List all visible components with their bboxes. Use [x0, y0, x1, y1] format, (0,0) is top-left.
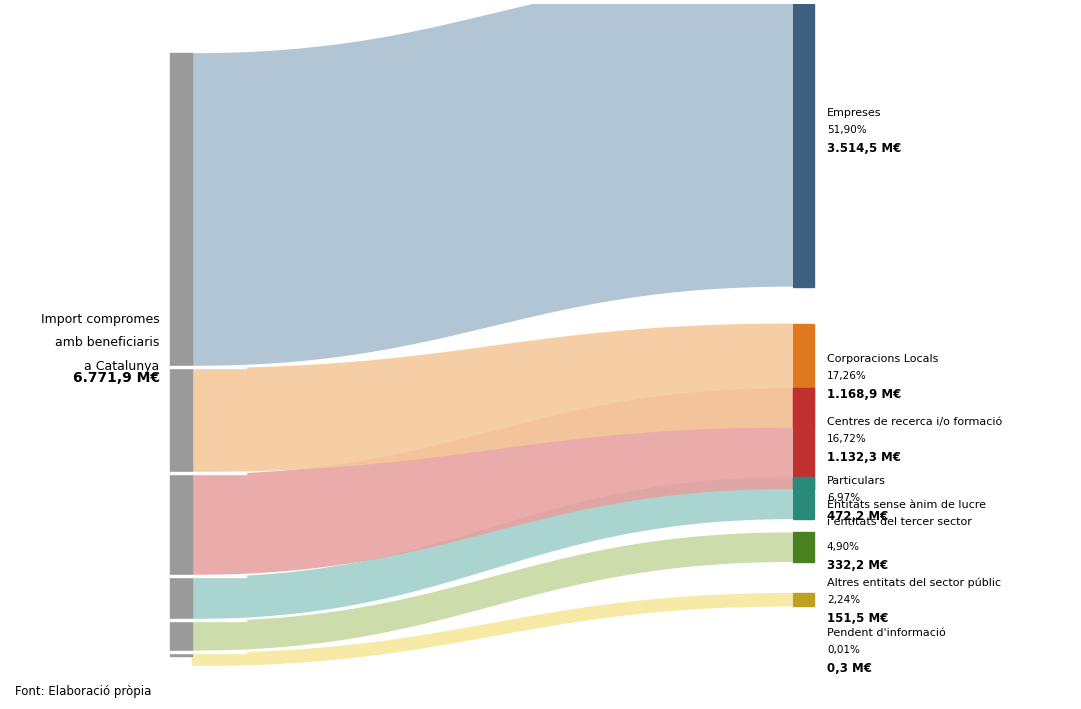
Text: 1.132,3 M€: 1.132,3 M€ — [827, 451, 900, 464]
Text: 0,3 M€: 0,3 M€ — [827, 662, 871, 675]
Text: 4,90%: 4,90% — [827, 542, 859, 552]
Bar — [192, 619, 245, 621]
Text: 1.168,9 M€: 1.168,9 M€ — [827, 388, 902, 401]
Bar — [170, 575, 192, 577]
Text: Altres entitats del sector públic: Altres entitats del sector públic — [827, 578, 1001, 588]
Text: 16,72%: 16,72% — [827, 434, 867, 444]
Polygon shape — [192, 323, 792, 472]
Bar — [792, 0, 814, 286]
Bar — [792, 593, 814, 606]
Text: Corporacions Locals: Corporacions Locals — [827, 354, 938, 364]
Polygon shape — [192, 389, 792, 575]
Text: Centres de recerca i/o formació: Centres de recerca i/o formació — [827, 417, 1002, 427]
Text: Entitats sense ànim de lucre: Entitats sense ànim de lucre — [827, 500, 986, 510]
Text: amb beneficiaris: amb beneficiaris — [55, 337, 160, 350]
Text: 2,24%: 2,24% — [827, 595, 860, 605]
Bar — [170, 366, 192, 368]
Bar — [792, 389, 814, 489]
Bar — [192, 472, 245, 474]
Text: 6.771,9 M€: 6.771,9 M€ — [72, 371, 160, 384]
Bar — [170, 472, 192, 474]
Text: Font: Elaboració pròpia: Font: Elaboració pròpia — [15, 685, 151, 698]
Text: 151,5 M€: 151,5 M€ — [827, 612, 889, 625]
Bar — [170, 619, 192, 621]
Bar — [792, 532, 814, 562]
Polygon shape — [192, 532, 792, 651]
Bar — [792, 477, 814, 519]
Text: 0,01%: 0,01% — [827, 645, 859, 655]
Bar — [170, 666, 192, 669]
Text: 332,2 M€: 332,2 M€ — [827, 559, 888, 572]
Text: 3.514,5 M€: 3.514,5 M€ — [827, 143, 902, 155]
Bar — [192, 666, 245, 669]
Text: 17,26%: 17,26% — [827, 371, 867, 381]
Text: i entitats del tercer sector: i entitats del tercer sector — [827, 517, 972, 527]
Text: Import compromes: Import compromes — [41, 313, 160, 326]
Text: Particulars: Particulars — [827, 476, 885, 486]
Polygon shape — [192, 477, 792, 619]
Polygon shape — [192, 593, 792, 666]
Bar — [192, 651, 245, 653]
Bar — [192, 575, 245, 577]
Text: 51,90%: 51,90% — [827, 125, 867, 135]
Text: 6,97%: 6,97% — [827, 493, 860, 503]
Bar — [792, 323, 814, 428]
Bar — [170, 651, 192, 653]
Polygon shape — [192, 650, 792, 669]
Text: Empreses: Empreses — [827, 108, 881, 118]
Polygon shape — [192, 0, 792, 366]
Text: Pendent d'informació: Pendent d'informació — [827, 628, 946, 638]
Text: a Catalunya: a Catalunya — [84, 359, 160, 372]
Bar — [192, 366, 245, 368]
Text: 472,2 M€: 472,2 M€ — [827, 510, 889, 523]
Bar — [171, 53, 192, 656]
